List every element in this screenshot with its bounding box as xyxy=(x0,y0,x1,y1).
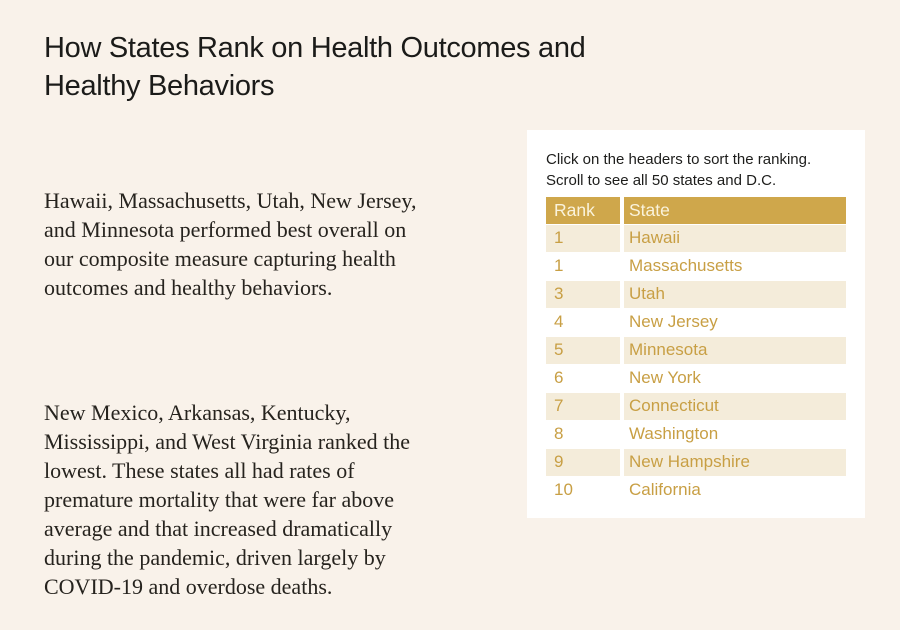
state-column-header[interactable]: State xyxy=(622,197,846,224)
intro-text: Hawaii, Massachusetts, Utah, New Jersey,… xyxy=(44,128,514,630)
rank-cell: 1 xyxy=(546,252,624,280)
state-cell: Connecticut xyxy=(629,396,719,415)
rank-cell: 1 xyxy=(546,224,624,252)
table-row: 9 New Hampshire xyxy=(546,448,846,476)
state-cell: Utah xyxy=(629,284,665,303)
table-row: 10 California xyxy=(546,476,846,504)
state-cell: Minnesota xyxy=(629,340,708,359)
rank-cell: 4 xyxy=(546,308,624,336)
table-row: 8 Washington xyxy=(546,420,846,448)
table-header-row: Rank State xyxy=(546,197,846,224)
table-instructions: Click on the headers to sort the ranking… xyxy=(546,151,812,189)
ranking-table: Rank State 1 Hawaii 1 Massachusetts 3 Utah 4 Ne… xyxy=(546,197,846,504)
table-row: 4 New Jersey xyxy=(546,308,846,336)
state-cell: New Hampshire xyxy=(629,452,750,471)
page-title: How States Rank on Health Outcomes and H… xyxy=(44,32,586,102)
rank-cell: 6 xyxy=(546,364,624,392)
rank-cell: 9 xyxy=(546,448,624,476)
intro-paragraph-1: Hawaii, Massachusetts, Utah, New Jersey,… xyxy=(44,188,417,300)
ranking-table-body: 1 Hawaii 1 Massachusetts 3 Utah 4 New Jersey 5 Mi… xyxy=(546,224,846,504)
state-cell: Hawaii xyxy=(629,228,681,247)
table-scroll-area[interactable]: Rank State 1 Hawaii 1 Massachusetts 3 Utah 4 Ne… xyxy=(546,197,846,504)
intro-paragraph-2: New Mexico, Arkansas, Kentucky, Mississi… xyxy=(44,400,410,599)
ranking-card: Click on the headers to sort the ranking… xyxy=(527,130,865,518)
rank-cell: 3 xyxy=(546,280,624,308)
rank-cell: 8 xyxy=(546,420,624,448)
state-cell: California xyxy=(629,480,701,500)
state-cell: New Jersey xyxy=(629,312,718,331)
rank-column-header[interactable]: Rank xyxy=(546,197,624,224)
table-row: 1 Massachusetts xyxy=(546,252,846,280)
table-row: 1 Hawaii xyxy=(546,224,846,252)
table-row: 7 Connecticut xyxy=(546,392,846,420)
rank-cell: 10 xyxy=(546,476,624,504)
rank-cell: 7 xyxy=(546,392,624,420)
state-cell: Massachusetts xyxy=(629,256,743,275)
table-row: 3 Utah xyxy=(546,280,846,308)
state-cell: Washington xyxy=(629,424,719,443)
state-cell: New York xyxy=(629,368,701,387)
page: { "page": { "background_color": "#F9F2EA… xyxy=(44,32,865,599)
rank-cell: 5 xyxy=(546,336,624,364)
table-row: 5 Minnesota xyxy=(546,336,846,364)
table-row: 6 New York xyxy=(546,364,846,392)
